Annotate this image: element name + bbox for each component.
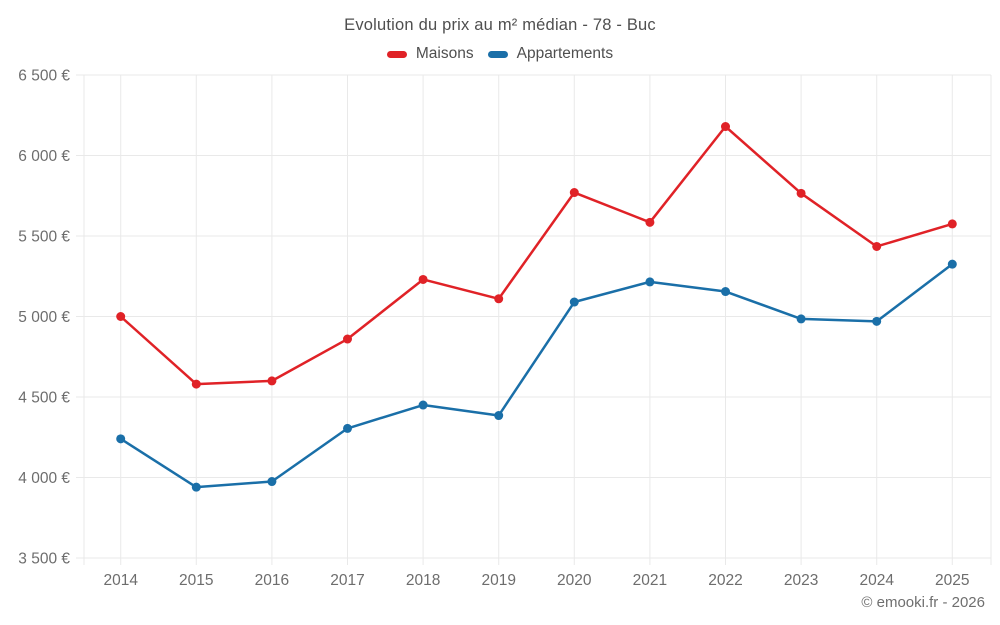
data-point-maisons-2018[interactable] [418, 274, 428, 284]
x-axis-label: 2020 [557, 572, 592, 589]
legend-item-maisons[interactable]: Maisons [386, 45, 474, 63]
x-axis-label: 2014 [103, 572, 138, 589]
data-point-maisons-2015[interactable] [191, 379, 201, 389]
data-point-maisons-2016[interactable] [267, 376, 277, 386]
x-axis-label: 2025 [935, 572, 969, 589]
y-axis-label: 4 000 € [18, 470, 70, 487]
data-point-appartements-2015[interactable] [191, 482, 201, 492]
data-point-maisons-2014[interactable] [116, 312, 126, 321]
x-axis-label: 2018 [406, 572, 440, 589]
data-point-appartements-2018[interactable] [418, 400, 428, 410]
y-axis-label: 3 500 € [18, 551, 70, 568]
y-axis-label: 6 500 € [18, 68, 70, 85]
x-axis-label: 2022 [708, 572, 742, 589]
data-point-appartements-2016[interactable] [267, 477, 277, 487]
series-line-appartements [119, 262, 954, 489]
series-line-maisons [119, 125, 954, 386]
data-point-maisons-2024[interactable] [872, 241, 882, 251]
x-axis-label: 2023 [784, 572, 818, 589]
x-axis-label: 2015 [179, 572, 213, 589]
copyright-footer: © emooki.fr - 2026 [861, 594, 985, 611]
y-axis-label: 5 500 € [18, 229, 70, 246]
data-point-maisons-2022[interactable] [721, 122, 730, 132]
y-axis-label: 6 000 € [18, 148, 70, 165]
data-point-appartements-2017[interactable] [343, 423, 352, 433]
data-point-maisons-2019[interactable] [494, 294, 504, 304]
data-point-maisons-2017[interactable] [343, 334, 352, 344]
legend-label-maisons: Maisons [415, 45, 474, 62]
data-point-maisons-2025[interactable] [947, 219, 957, 229]
x-axis-label: 2021 [633, 572, 667, 589]
legend-swatch-appartements [487, 50, 508, 58]
y-axis-label: 5 000 € [18, 309, 70, 326]
data-point-maisons-2020[interactable] [569, 188, 579, 198]
x-axis-label: 2017 [330, 572, 364, 589]
x-axis-label: 2016 [255, 572, 289, 589]
data-point-appartements-2014[interactable] [116, 434, 126, 444]
data-point-appartements-2021[interactable] [645, 277, 655, 287]
data-point-appartements-2025[interactable] [947, 259, 957, 269]
legend-item-appartements[interactable]: Appartements [487, 45, 614, 63]
x-axis-label: 2024 [859, 572, 894, 589]
y-axis-label: 4 500 € [18, 390, 70, 407]
chart-legend: Maisons Appartements [0, 45, 1000, 63]
chart-title: Evolution du prix au m² médian - 78 - Bu… [344, 16, 656, 34]
data-point-appartements-2024[interactable] [872, 316, 882, 326]
data-point-appartements-2023[interactable] [796, 314, 806, 324]
data-point-appartements-2019[interactable] [494, 411, 504, 421]
legend-swatch-maisons [386, 50, 407, 58]
data-point-appartements-2022[interactable] [721, 287, 730, 297]
data-point-maisons-2023[interactable] [796, 188, 806, 198]
data-point-appartements-2020[interactable] [569, 297, 579, 307]
data-point-maisons-2021[interactable] [645, 217, 655, 227]
legend-label-appartements: Appartements [516, 45, 614, 62]
x-axis-label: 2019 [481, 572, 515, 589]
